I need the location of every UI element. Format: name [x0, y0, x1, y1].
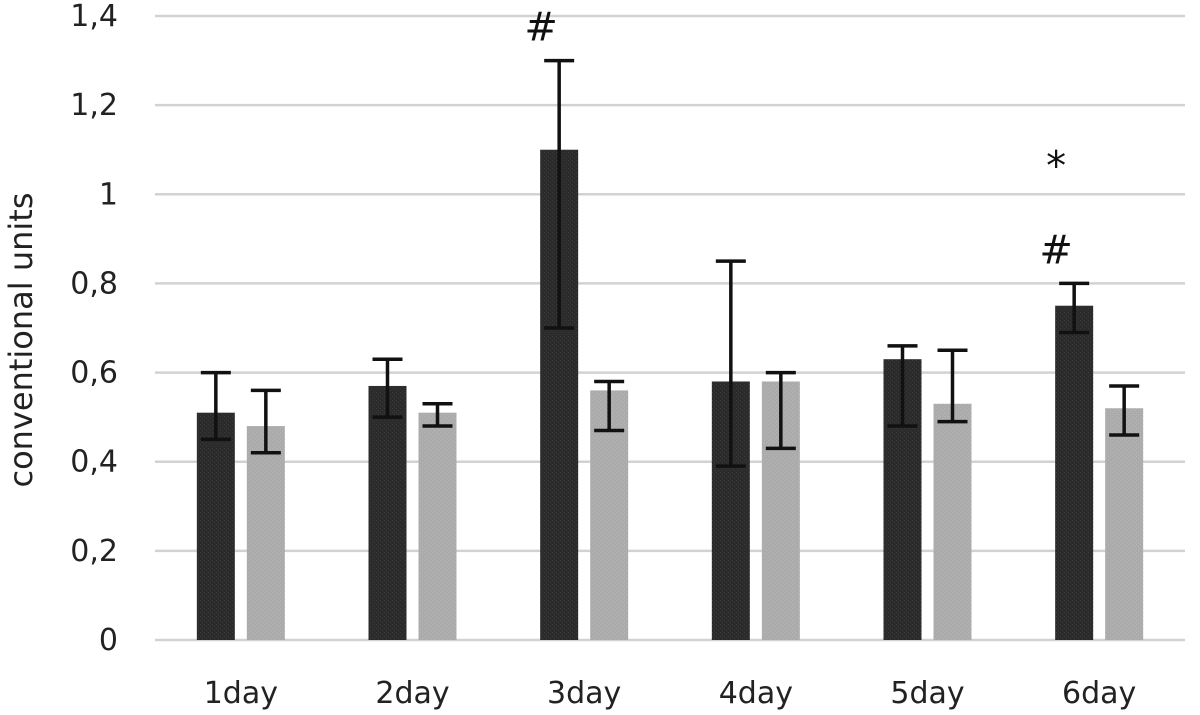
gridlines [155, 14, 1185, 642]
x-tick-label: 1day [204, 676, 278, 711]
y-tick-label: 1,4 [70, 0, 118, 34]
bar-6day-series-1 [1055, 305, 1094, 640]
x-tick-label: 3day [547, 676, 621, 711]
bar-1day-series-1 [196, 412, 235, 640]
x-tick-label: 2day [375, 676, 449, 711]
y-tick-label: 1 [99, 177, 118, 212]
y-tick-label: 0,4 [70, 445, 118, 480]
asterisk-annotation: * [1046, 143, 1066, 189]
y-tick-label: 0,8 [70, 266, 118, 301]
y-tick-label: 0,6 [70, 356, 118, 391]
y-tick-label: 0 [99, 623, 118, 658]
bar-6day-series-2 [1105, 408, 1144, 640]
bar-1day-series-2 [246, 426, 285, 640]
error-bars [200, 58, 1140, 468]
annotations: *#*# [524, 5, 1073, 274]
hash-annotation: # [1039, 227, 1073, 273]
x-tick-label: 6day [1062, 676, 1136, 711]
bar-5day-series-2 [933, 403, 972, 640]
x-axis-ticks: 1day 2day 3day 4day 5day 6day [204, 676, 1137, 711]
y-tick-label: 0,2 [70, 534, 118, 569]
x-tick-label: 5day [890, 676, 964, 711]
x-tick-label: 4day [719, 676, 793, 711]
y-axis-title: conventional units [2, 193, 40, 488]
hash-annotation: # [524, 5, 558, 51]
bars [196, 149, 1144, 640]
bar-2day-series-1 [368, 385, 407, 640]
y-axis-ticks: 0 0,2 0,4 0,6 0,8 1 1,2 1,4 [70, 0, 118, 658]
y-tick-label: 1,2 [70, 88, 118, 123]
bar-2day-series-2 [418, 412, 457, 640]
